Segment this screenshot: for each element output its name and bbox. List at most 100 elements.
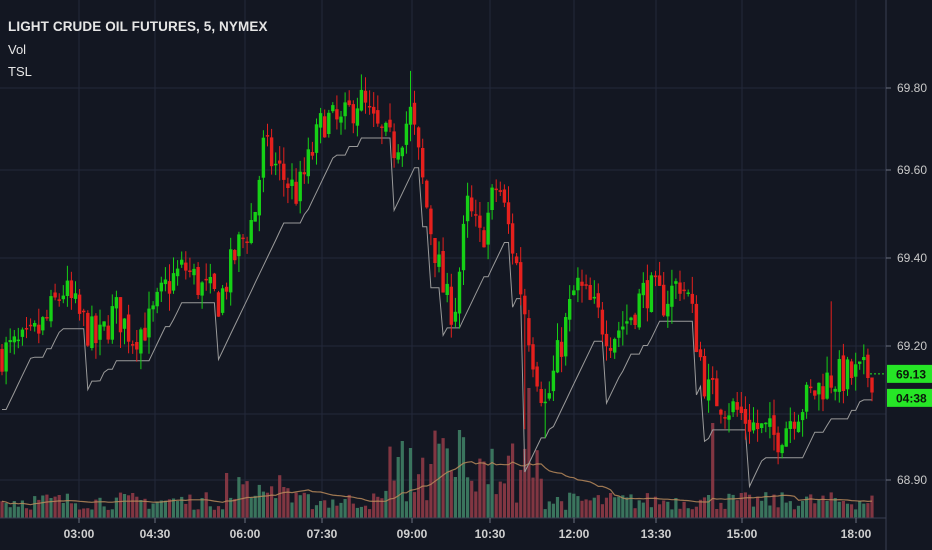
volume-bar xyxy=(33,496,37,518)
candle-body xyxy=(527,318,531,346)
x-tick-label: 07:30 xyxy=(307,527,338,541)
candle-body xyxy=(327,112,331,134)
candle-body xyxy=(719,409,723,415)
volume-bar xyxy=(122,494,127,518)
volume-bar xyxy=(151,503,155,518)
indicator-tsl-label[interactable]: TSL xyxy=(8,63,32,79)
x-tick-label: 03:00 xyxy=(64,527,95,541)
volume-bar xyxy=(547,501,551,518)
volume-bar xyxy=(453,477,457,518)
volume-bar xyxy=(159,500,163,518)
volume-bar xyxy=(359,506,363,518)
volume-bar xyxy=(233,498,237,518)
volume-bar xyxy=(343,499,347,518)
volume-bar xyxy=(261,491,265,518)
candle-body xyxy=(208,277,212,284)
candle-body xyxy=(24,328,29,330)
volume-bar xyxy=(437,443,441,518)
volume-bar xyxy=(12,501,16,518)
volume-bar xyxy=(731,494,735,518)
candle-body xyxy=(564,317,568,357)
volume-bar xyxy=(376,496,380,518)
candle-body xyxy=(584,284,588,286)
volume-bar xyxy=(408,448,413,518)
candle-body xyxy=(8,340,12,343)
candle-body xyxy=(200,282,204,296)
volume-bar xyxy=(527,388,531,518)
candle-body xyxy=(804,384,809,412)
candle-body xyxy=(286,183,290,188)
volume-bar xyxy=(515,502,519,518)
volume-bar xyxy=(384,490,388,518)
candle-body xyxy=(57,299,61,301)
candle-body xyxy=(53,292,57,298)
volume-bar xyxy=(143,498,147,518)
candle-body xyxy=(359,89,364,111)
volume-bar xyxy=(482,461,486,518)
candle-body xyxy=(94,315,98,344)
candle-body xyxy=(600,309,605,335)
volume-bar xyxy=(449,471,453,518)
volume-bar xyxy=(8,507,12,518)
volume-bar xyxy=(604,497,609,518)
volume-bar xyxy=(163,500,167,518)
candle-body xyxy=(747,419,752,432)
volume-bar xyxy=(674,498,678,518)
candle-body xyxy=(282,163,286,180)
candle-body xyxy=(192,268,196,276)
candle-body xyxy=(559,341,564,357)
candle-body xyxy=(866,354,870,378)
volume-bar xyxy=(805,496,809,518)
volume-bar xyxy=(347,494,351,518)
volume-bar xyxy=(719,502,723,518)
tsl-path xyxy=(2,137,872,489)
volume-bar xyxy=(323,500,327,518)
volume-bar xyxy=(747,494,752,518)
candle-body xyxy=(780,445,784,454)
volume-bar xyxy=(870,495,874,518)
candle-body xyxy=(106,325,110,340)
candle-body xyxy=(739,406,743,413)
volume-bar xyxy=(257,484,261,518)
candle-body xyxy=(788,421,792,429)
candle-body xyxy=(384,122,388,132)
volume-bar xyxy=(698,499,703,518)
volume-bar xyxy=(490,448,494,518)
volume-bar xyxy=(294,492,298,518)
chart-title[interactable]: LIGHT CRUDE OIL FUTURES, 5, NYMEX xyxy=(8,19,268,34)
volume-bar xyxy=(167,499,172,518)
indicator-vol-label[interactable]: Vol xyxy=(8,41,27,57)
volume-bar xyxy=(16,506,20,518)
y-tick-label: 68.90 xyxy=(897,473,927,487)
volume-bar xyxy=(760,500,764,518)
volume-bar xyxy=(560,501,564,518)
candle-body xyxy=(224,286,229,292)
candle-body xyxy=(862,357,866,361)
volume-bar xyxy=(858,501,862,518)
volume-bar xyxy=(78,509,82,518)
y-tick-label: 69.40 xyxy=(897,251,927,265)
volume-bar xyxy=(792,509,796,518)
volume-bar xyxy=(506,455,511,518)
candle-body xyxy=(274,163,278,166)
candle-body xyxy=(809,386,813,389)
volume-bar xyxy=(396,457,400,518)
candle-body xyxy=(118,297,123,333)
volume-bar xyxy=(850,504,854,518)
candle-body xyxy=(155,291,159,307)
volume-bar xyxy=(584,499,588,518)
volume-bar xyxy=(666,501,670,518)
volume-bar xyxy=(629,494,633,518)
candle-body xyxy=(65,280,70,296)
candle-body xyxy=(421,148,425,178)
volume-bar xyxy=(580,500,584,518)
candle-body xyxy=(841,355,846,391)
candle-body xyxy=(547,393,551,399)
volume-bar xyxy=(470,480,474,518)
candle-body xyxy=(825,372,829,399)
volume-bar xyxy=(339,502,343,518)
candle-body xyxy=(849,361,854,378)
volume-bar xyxy=(711,423,715,518)
